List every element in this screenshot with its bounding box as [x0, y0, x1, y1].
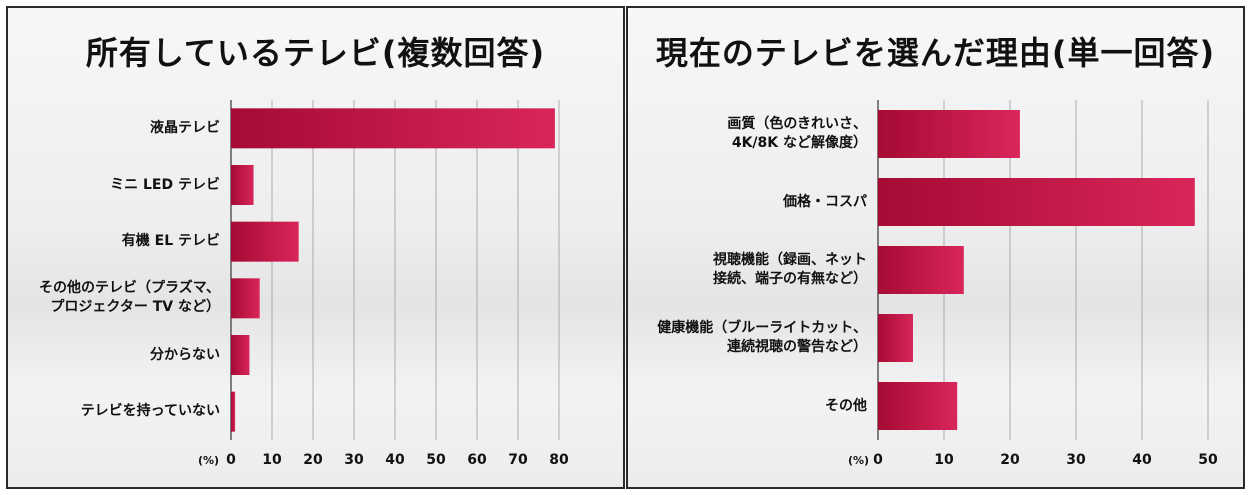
- category-label: テレビを持っていない: [80, 403, 220, 420]
- x-tick-label: 50: [426, 452, 446, 468]
- bar: [878, 246, 964, 294]
- x-tick-label: 0: [873, 452, 883, 468]
- x-tick-label: 20: [1000, 452, 1020, 468]
- x-tick-label: 60: [467, 452, 487, 468]
- category-label: 視聴機能（録画、ネット 接続、端子の有無など）: [713, 252, 867, 287]
- x-tick-label: 30: [1066, 452, 1086, 468]
- bar: [231, 108, 555, 149]
- category-label: 有機 EL テレビ: [121, 233, 220, 250]
- category-label: 画質（色のきれいさ、 4K/8K など解像度）: [727, 116, 867, 151]
- bar: [878, 382, 958, 430]
- chart-title: 所有しているテレビ(複数回答): [85, 34, 546, 72]
- bar: [231, 278, 260, 319]
- x-tick-label: 10: [934, 452, 954, 468]
- category-label: 分からない: [150, 346, 220, 363]
- category-label: その他のテレビ（プラズマ、 プロジェクター TV など）: [38, 280, 220, 316]
- x-tick-label: 20: [303, 452, 323, 468]
- x-tick-label: 30: [344, 452, 364, 468]
- bar: [231, 335, 250, 375]
- chart-title: 現在のテレビを選んだ理由(単一回答): [655, 34, 1216, 72]
- bar: [878, 110, 1020, 158]
- bar: [878, 178, 1195, 226]
- chart-panel-reason: 現在のテレビを選んだ理由(単一回答) 画質（色のきれいさ、 4K/8K など解像…: [626, 6, 1245, 489]
- x-tick-label: 70: [508, 452, 528, 468]
- category-label: ミニ LED テレビ: [110, 176, 220, 193]
- x-tick-label: 0: [226, 452, 236, 468]
- x-tick-label: 40: [385, 452, 405, 468]
- unit-label: (%): [198, 454, 220, 467]
- unit-label: (%): [848, 454, 870, 467]
- bar: [231, 221, 299, 262]
- bar: [878, 314, 913, 362]
- chart-svg: [877, 100, 1209, 440]
- category-label: 液晶テレビ: [150, 119, 220, 136]
- category-label: 健康機能（ブルーライトカット、 連続視聴の警告など）: [657, 320, 867, 355]
- x-tick-label: 40: [1132, 452, 1152, 468]
- chart-svg: [230, 100, 560, 440]
- x-tick-label: 50: [1198, 452, 1218, 468]
- bar: [231, 165, 254, 205]
- x-tick-label: 80: [549, 452, 569, 468]
- bar: [231, 391, 236, 432]
- category-label: 価格・コスパ: [783, 193, 867, 210]
- category-label: その他: [825, 397, 867, 414]
- x-tick-label: 10: [262, 452, 282, 468]
- chart-panel-owned-tv: 所有しているテレビ(複数回答) 液晶テレビミニ LED テレビ有機 EL テレビ…: [6, 6, 625, 489]
